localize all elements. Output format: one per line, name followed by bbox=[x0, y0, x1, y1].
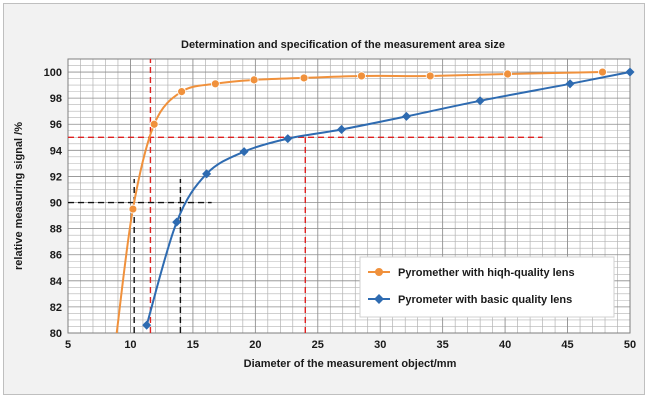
data-point bbox=[177, 87, 187, 97]
x-tick-label: 30 bbox=[374, 339, 386, 351]
legend-marker-high-quality bbox=[375, 268, 383, 276]
y-tick-label: 96 bbox=[50, 119, 62, 131]
x-tick-label: 15 bbox=[187, 339, 199, 351]
chart-title: Determination and specification of the m… bbox=[181, 39, 505, 51]
data-point bbox=[249, 75, 259, 85]
x-tick-label: 40 bbox=[499, 339, 511, 351]
y-tick-label: 82 bbox=[50, 302, 62, 314]
x-tick-label: 50 bbox=[624, 339, 636, 351]
data-point bbox=[128, 204, 138, 214]
data-point bbox=[357, 71, 366, 81]
data-point bbox=[336, 124, 347, 134]
data-point bbox=[299, 73, 309, 83]
y-tick-label: 80 bbox=[50, 328, 62, 340]
plot-border-rect bbox=[67, 58, 631, 334]
data-point bbox=[202, 169, 212, 179]
x-tick-label: 25 bbox=[312, 339, 324, 351]
series-line bbox=[145, 71, 631, 326]
y-tick-labels: 80 82 84 86 88 90 92 94 96 98 100 bbox=[44, 67, 63, 340]
y-axis-label: relative measuring signal /% bbox=[13, 122, 25, 270]
legend: Pyromether with hiqh-quality lens Pyrome… bbox=[359, 256, 615, 318]
legend-marker-basic-quality bbox=[374, 294, 384, 304]
x-tick-labels: 5 10 15 20 25 30 35 40 45 50 bbox=[65, 339, 636, 351]
data-point bbox=[425, 71, 435, 81]
y-tick-label: 86 bbox=[50, 250, 62, 262]
y-tick-label: 88 bbox=[50, 224, 62, 236]
legend-item-basic-quality: Pyrometer with basic quality lens bbox=[368, 294, 572, 306]
reference-lines bbox=[68, 59, 543, 333]
y-tick-label: 98 bbox=[50, 93, 62, 105]
x-axis-label: Diameter of the measurement object/mm bbox=[244, 358, 457, 370]
legend-item-high-quality: Pyromether with hiqh-quality lens bbox=[368, 267, 575, 279]
plot-border bbox=[67, 58, 631, 334]
y-tick-label: 94 bbox=[50, 145, 63, 157]
x-tick-label: 45 bbox=[561, 339, 573, 351]
data-point bbox=[149, 119, 159, 129]
x-tick-label: 5 bbox=[65, 339, 71, 351]
series-high-quality-lens bbox=[115, 67, 607, 334]
grid bbox=[67, 58, 631, 334]
y-tick-label: 90 bbox=[50, 198, 62, 210]
x-tick-label: 20 bbox=[249, 339, 261, 351]
y-tick-label: 84 bbox=[50, 276, 63, 288]
legend-label-basic-quality: Pyrometer with basic quality lens bbox=[398, 294, 572, 306]
data-point bbox=[598, 67, 607, 77]
x-tick-label: 35 bbox=[437, 339, 449, 351]
legend-box bbox=[359, 256, 615, 318]
data-point bbox=[210, 79, 220, 89]
y-tick-label: 100 bbox=[44, 67, 62, 79]
data-point bbox=[475, 96, 485, 106]
data-point bbox=[401, 111, 411, 121]
legend-label-high-quality: Pyromether with hiqh-quality lens bbox=[398, 267, 575, 279]
x-tick-label: 10 bbox=[124, 339, 136, 351]
y-tick-label: 92 bbox=[50, 171, 62, 183]
data-point bbox=[142, 320, 152, 330]
data-point bbox=[503, 69, 513, 79]
